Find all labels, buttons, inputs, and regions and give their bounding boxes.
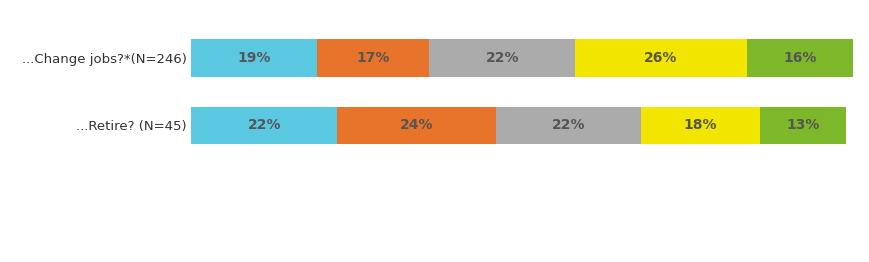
Text: 26%: 26% xyxy=(643,51,677,65)
Bar xyxy=(574,40,746,77)
Text: 18%: 18% xyxy=(683,118,716,132)
Text: 22%: 22% xyxy=(247,118,281,132)
Bar xyxy=(336,107,495,144)
Bar xyxy=(495,107,640,144)
Text: 19%: 19% xyxy=(237,51,270,65)
Text: 22%: 22% xyxy=(551,118,584,132)
Text: 24%: 24% xyxy=(399,118,433,132)
Bar xyxy=(746,40,852,77)
Bar xyxy=(640,107,760,144)
Text: 17%: 17% xyxy=(356,51,389,65)
Bar xyxy=(191,107,336,144)
Text: 16%: 16% xyxy=(782,51,815,65)
Text: 22%: 22% xyxy=(485,51,518,65)
Bar xyxy=(191,40,316,77)
Bar xyxy=(316,40,429,77)
Bar xyxy=(429,40,574,77)
Text: 13%: 13% xyxy=(786,118,819,132)
Bar xyxy=(760,107,845,144)
